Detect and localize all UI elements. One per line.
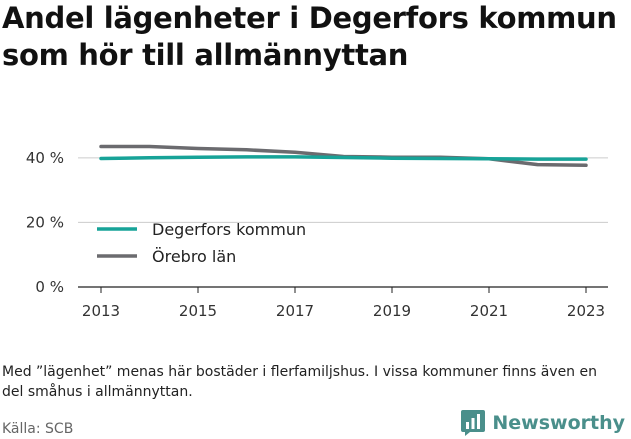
y-tick-label: 20 % [26, 213, 64, 231]
x-tick-label: 2019 [373, 302, 411, 320]
source-label: Källa: SCB [2, 421, 74, 437]
x-tick-label: 2021 [470, 302, 508, 320]
line-chart: 0 % 20 % 40 % 2013 2015 2017 2019 2021 2023 Deg… [26, 144, 608, 320]
newsworthy-chart-logo-icon [461, 410, 486, 436]
brand-logo: Newsworthy [460, 408, 625, 438]
chart-title: Andel lägenheter i Degerfors kommun som … [2, 1, 617, 72]
brand-name: Newsworthy [492, 412, 625, 434]
legend: Degerfors kommun Örebro län [97, 220, 306, 266]
y-tick-label: 0 % [35, 278, 64, 296]
y-tick-label: 40 % [26, 149, 64, 167]
series-line-degerfors-kommun [99, 155, 588, 161]
x-tick-label: 2017 [276, 302, 314, 320]
chart-note: Med ”lägenhet” menas här bostäder i fler… [2, 364, 597, 400]
series-lines [99, 144, 588, 168]
legend-label: Örebro län [152, 247, 236, 266]
x-tick-label: 2015 [179, 302, 217, 320]
legend-label: Degerfors kommun [152, 220, 306, 239]
y-axis-ticks: 0 % 20 % 40 % [26, 149, 64, 296]
x-axis-ticks: 2013 2015 2017 2019 2021 2023 [82, 287, 605, 320]
x-tick-label: 2013 [82, 302, 120, 320]
x-tick-label: 2023 [567, 302, 605, 320]
